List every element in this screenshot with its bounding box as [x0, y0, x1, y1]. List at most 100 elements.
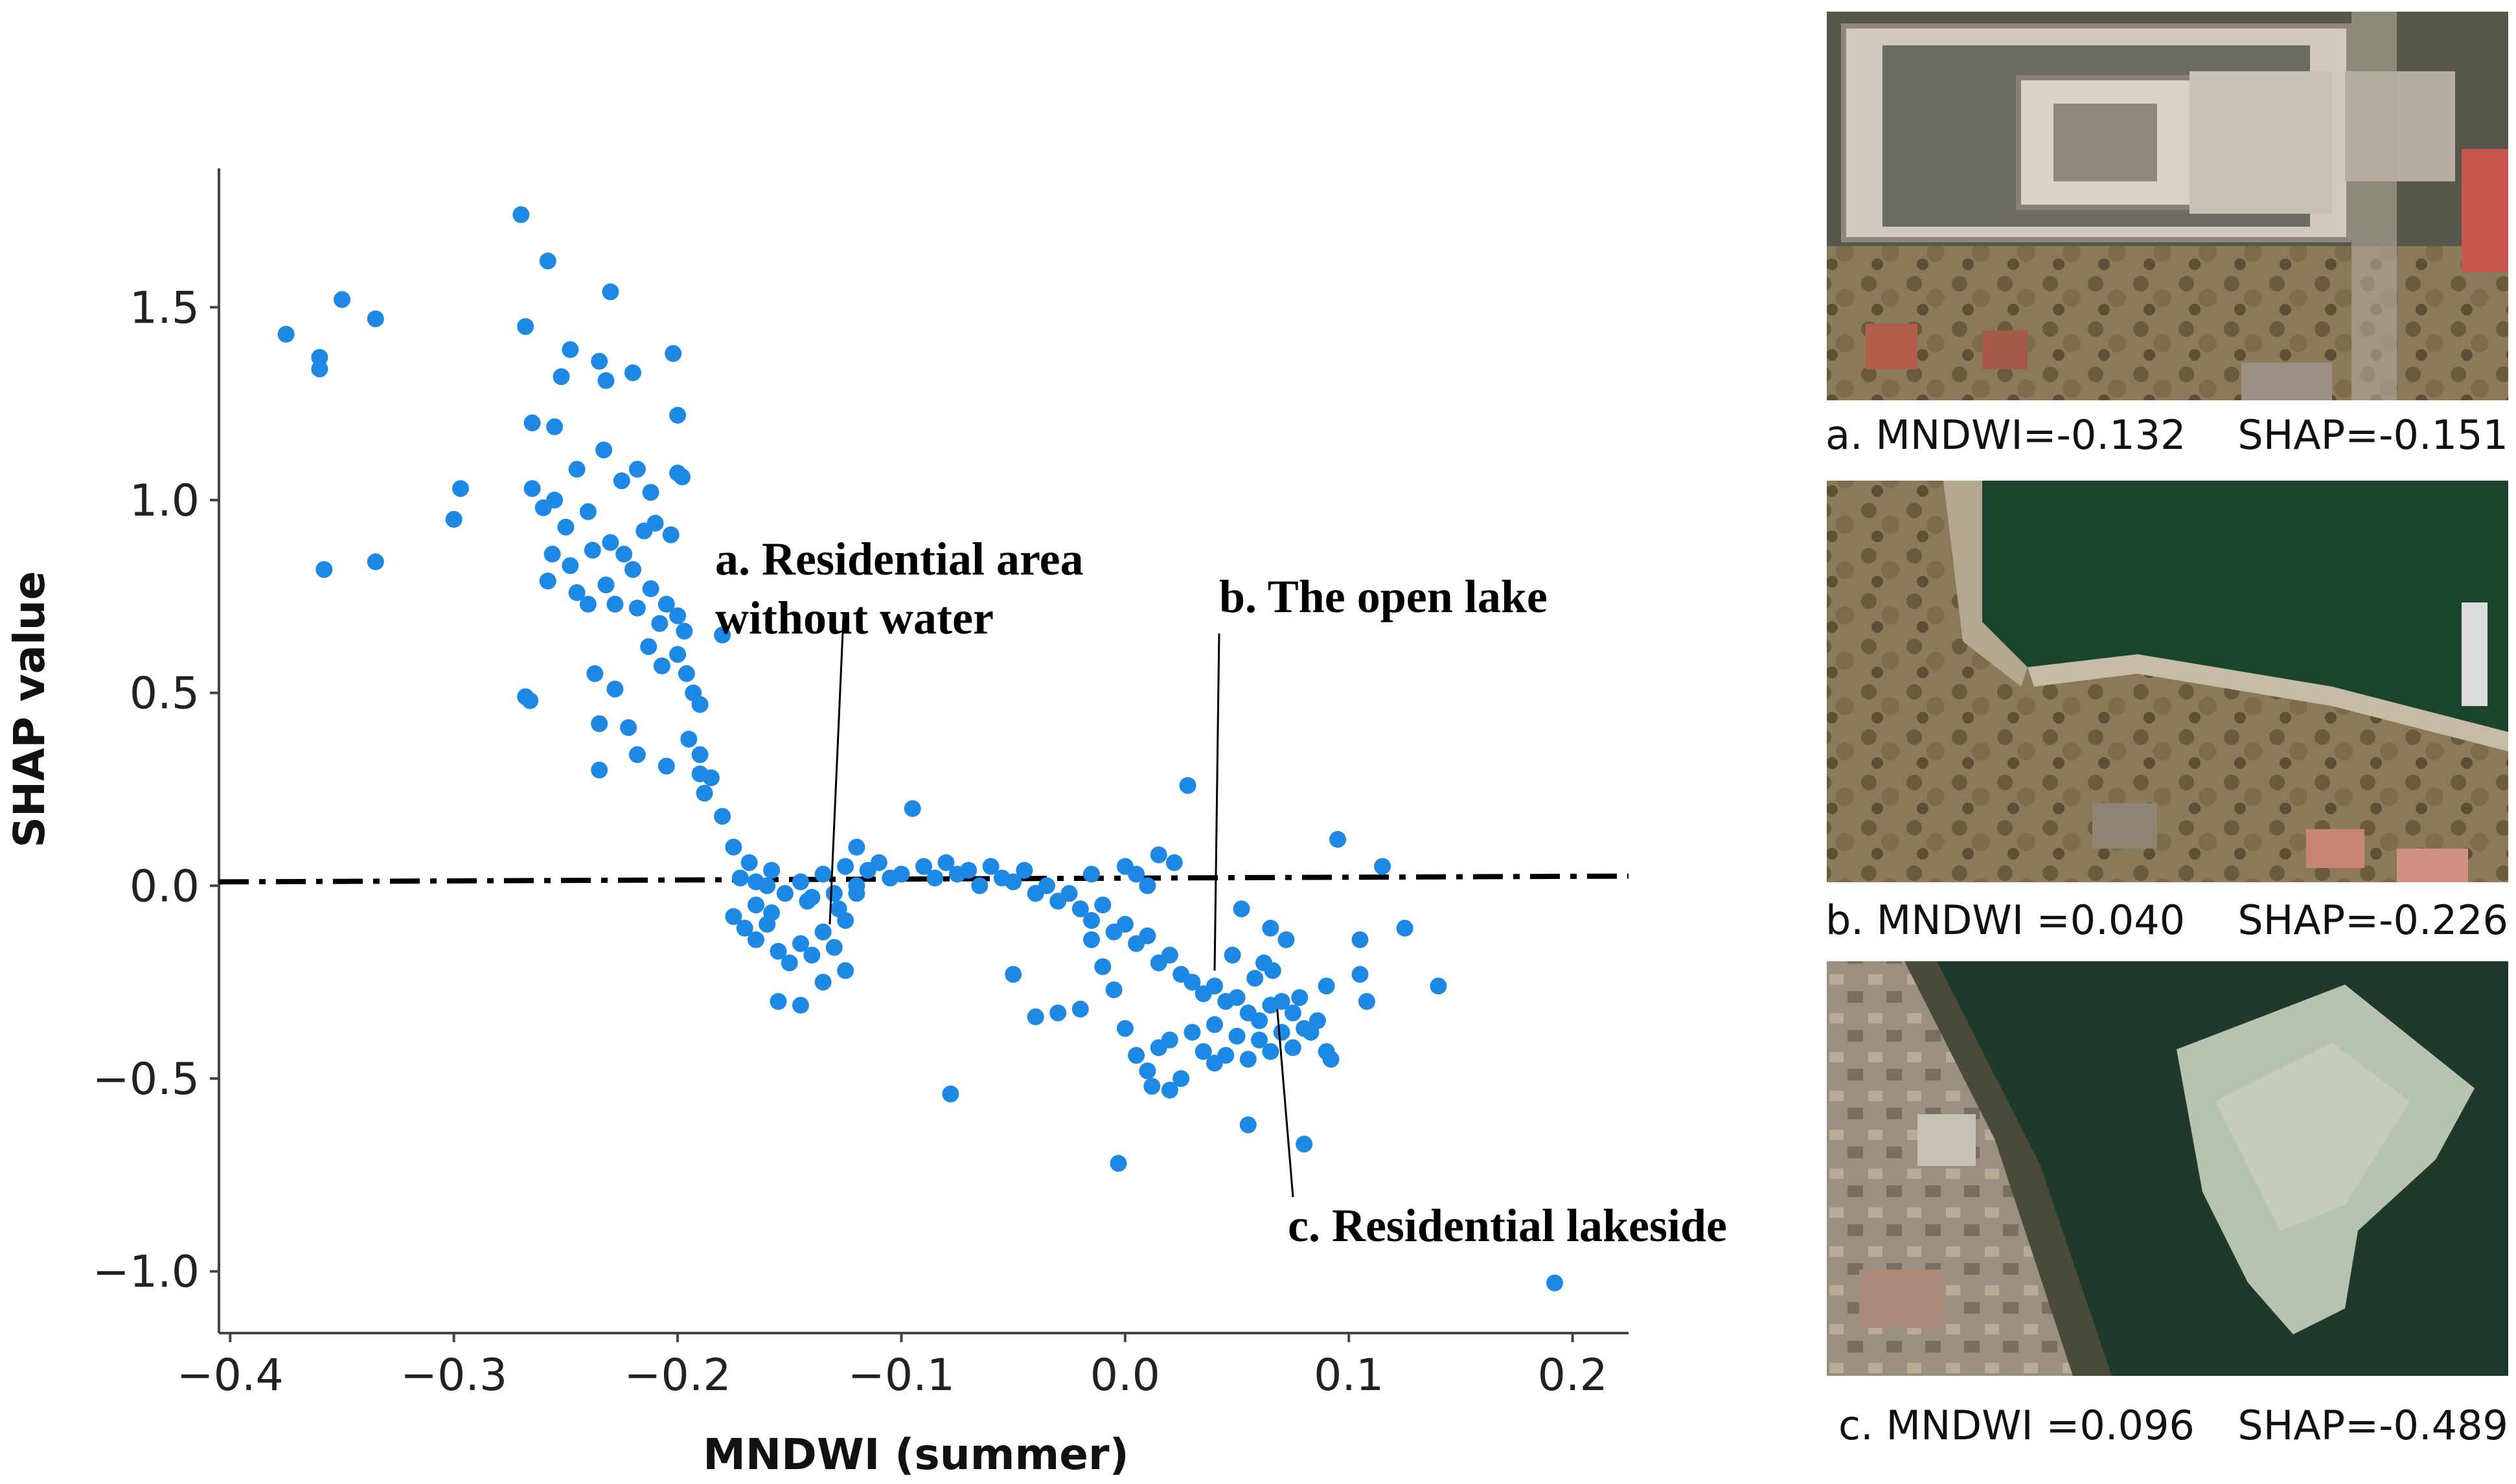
data-point — [640, 638, 658, 656]
photo-c-caption-right: SHAP=-0.489 — [2237, 1402, 2508, 1449]
data-point — [1049, 1004, 1067, 1022]
data-point — [1284, 1004, 1301, 1022]
data-point — [1195, 1043, 1212, 1060]
data-point — [763, 904, 781, 922]
data-point — [521, 692, 539, 709]
data-point — [680, 731, 698, 748]
data-point — [579, 503, 597, 520]
data-point — [893, 865, 910, 883]
data-point — [1296, 1136, 1313, 1153]
y-tick-label: −1.0 — [93, 1247, 200, 1298]
data-point — [1329, 830, 1346, 848]
data-point — [1139, 1062, 1156, 1080]
data-point — [568, 584, 586, 601]
data-point — [1351, 931, 1369, 948]
data-point — [725, 908, 742, 925]
data-point — [562, 341, 579, 358]
data-point — [870, 854, 887, 871]
annotation-b-leader — [1213, 633, 1220, 971]
data-point — [615, 545, 633, 563]
data-point — [523, 480, 541, 497]
data-point — [1184, 974, 1201, 991]
data-point — [620, 719, 637, 736]
annotation-a-leader — [829, 617, 845, 924]
data-point — [367, 310, 384, 328]
data-point — [1083, 865, 1100, 883]
data-point — [1322, 1051, 1340, 1068]
data-point — [1179, 777, 1196, 794]
data-point — [1094, 896, 1112, 914]
photo-b-caption-right: SHAP=-0.226 — [2237, 896, 2508, 944]
x-axis-title: MNDWI (summer) — [703, 1430, 1129, 1479]
photo-panel-a: a. MNDWI=-0.132 SHAP=-0.151 — [1825, 12, 2508, 459]
aerial-photo-a — [1827, 12, 2508, 400]
data-point — [452, 480, 469, 497]
data-point — [658, 757, 675, 775]
data-point — [628, 599, 646, 617]
data-point — [725, 838, 742, 856]
data-point — [277, 326, 295, 343]
data-point — [642, 484, 659, 501]
data-point — [1094, 958, 1112, 976]
data-point — [1128, 865, 1145, 883]
data-point — [628, 746, 646, 763]
data-point — [814, 974, 832, 991]
photo-a-caption-left: a. MNDWI=-0.132 — [1825, 411, 2186, 459]
data-point — [591, 715, 608, 733]
y-ticks: 1.5 1.0 0.5 0.0 −0.5 −1.0 — [93, 282, 219, 1298]
photo-a-caption-right: SHAP=-0.151 — [2237, 411, 2508, 459]
x-tick-label: −0.3 — [400, 1350, 507, 1401]
data-point — [543, 545, 561, 563]
x-ticks: −0.4 −0.3 −0.2 −0.1 0.0 0.1 0.2 — [177, 1333, 1608, 1401]
data-point — [595, 441, 613, 459]
data-point — [512, 206, 530, 223]
data-point — [1139, 877, 1156, 895]
data-point — [662, 526, 680, 543]
data-point — [937, 854, 955, 871]
data-point — [517, 318, 534, 336]
aerial-photo-c — [1827, 961, 2508, 1376]
data-point — [562, 557, 579, 575]
x-tick-label: −0.1 — [848, 1350, 955, 1401]
y-axis-title: SHAP value — [5, 571, 54, 847]
scatter-chart: 1.5 1.0 0.5 0.0 −0.5 −1.0 −0.4 −0.3 −0.2 −0.1 0.0… — [5, 168, 1727, 1479]
data-point — [792, 996, 809, 1014]
data-point — [1251, 1012, 1268, 1029]
y-tick-label: 0.5 — [130, 668, 200, 720]
data-point — [1161, 946, 1178, 964]
data-point — [696, 784, 713, 802]
data-point — [624, 561, 641, 578]
data-point — [367, 553, 384, 571]
data-point — [591, 352, 608, 370]
data-point — [669, 607, 687, 624]
data-point — [1161, 1031, 1178, 1049]
data-point — [1246, 970, 1264, 987]
data-point — [1546, 1274, 1563, 1292]
data-point — [748, 896, 764, 914]
data-point — [1309, 1012, 1326, 1029]
data-point — [848, 877, 865, 895]
data-point — [1228, 989, 1246, 1006]
data-point — [597, 576, 615, 593]
data-point — [1277, 931, 1295, 948]
data-point — [1083, 912, 1100, 929]
data-point — [1239, 1116, 1257, 1134]
data-point — [678, 665, 695, 682]
data-point — [740, 854, 758, 871]
data-point — [553, 368, 570, 385]
data-point — [748, 931, 764, 948]
data-point — [546, 418, 564, 435]
data-point — [1262, 919, 1279, 937]
y-tick-label: −0.5 — [93, 1054, 200, 1105]
data-point — [311, 360, 328, 378]
data-point — [1291, 989, 1309, 1006]
x-tick-label: −0.4 — [177, 1350, 284, 1401]
data-point — [597, 372, 615, 389]
data-point — [1150, 846, 1167, 863]
annotation-c-label: c. Residential lakeside — [1288, 1200, 1727, 1251]
annotation-a-line1: a. Residential area — [715, 533, 1084, 585]
x-tick-label: 0.0 — [1090, 1350, 1160, 1401]
data-point — [676, 622, 693, 640]
data-point — [942, 1085, 959, 1102]
data-point — [658, 595, 675, 613]
